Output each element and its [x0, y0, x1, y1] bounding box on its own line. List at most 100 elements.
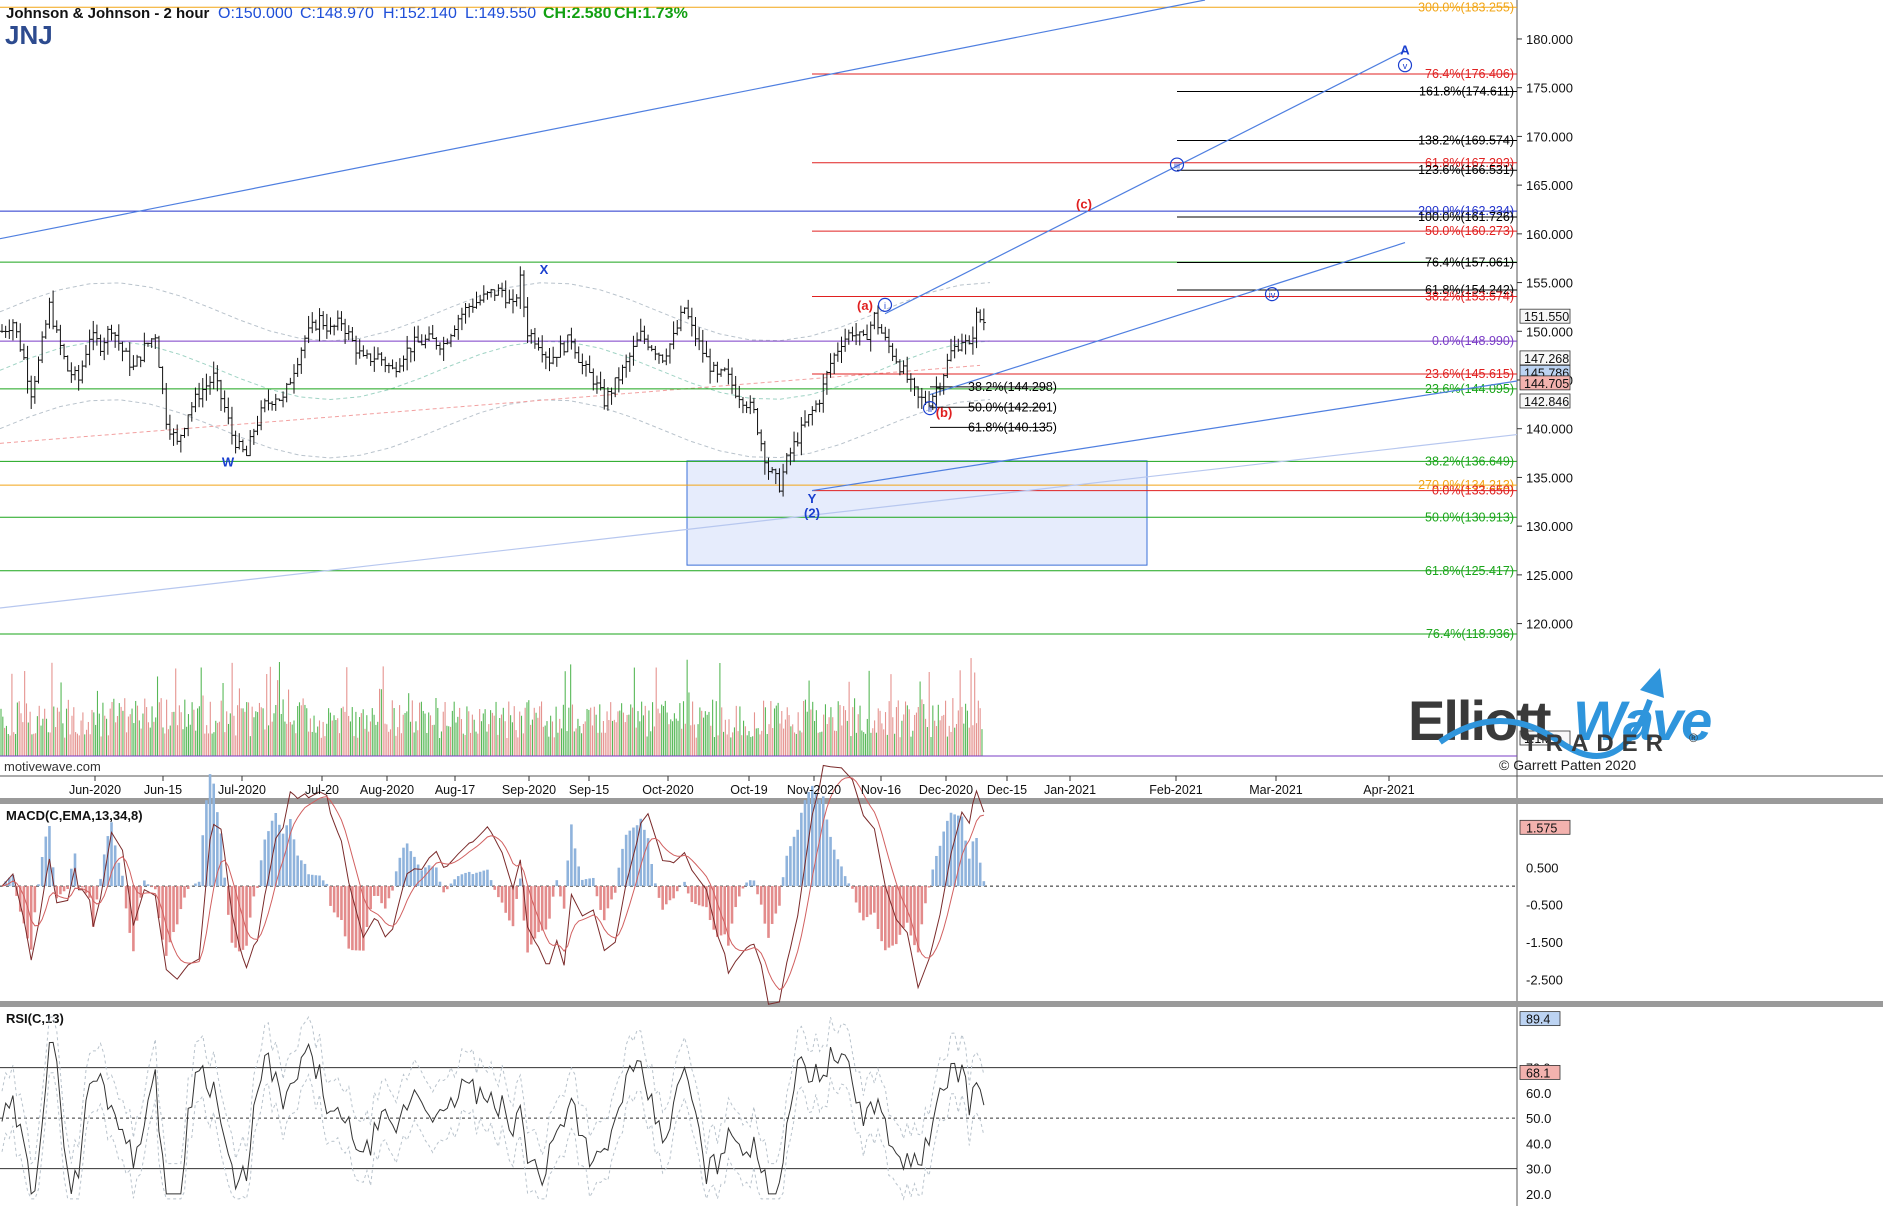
y-tick-label: 160.000	[1526, 227, 1573, 242]
fib-level-label: 200.0%(162.334)	[1418, 204, 1514, 218]
rsi-panel[interactable]: RSI(C,13)20.030.040.050.060.089.470.068.…	[0, 1011, 1561, 1202]
fib-level-label: 50.0%(130.913)	[1425, 510, 1514, 524]
change-percent: CH:1.73%	[614, 5, 688, 22]
wave-label: (b)	[936, 405, 953, 420]
rsi-badge-label: 68.1	[1526, 1066, 1550, 1080]
fib-level-label: 61.8%(140.135)	[968, 420, 1057, 434]
wave-label: ii	[928, 404, 932, 414]
fib-level-label: 76.4%(118.936)	[1426, 627, 1514, 641]
macd-badge-label: 1.575	[1526, 821, 1557, 835]
x-tick-label: Oct-19	[730, 783, 768, 797]
ohlc-close: C:148.970	[300, 5, 374, 22]
wave-label: (a)	[857, 298, 873, 313]
elliott-wave-trader-logo: Elliott Wave TRADER ® © Garrett Patten 2…	[1408, 668, 1713, 773]
fib-level-label: 61.8%(125.417)	[1425, 564, 1514, 578]
rsi-tick-label: 40.0	[1526, 1136, 1551, 1151]
price-badge-box	[1519, 350, 1571, 366]
y-tick-label: 155.000	[1526, 276, 1573, 291]
wave-circle	[1397, 58, 1413, 73]
rsi-badge-box	[1519, 1065, 1561, 1080]
volume-bars	[0, 658, 1517, 757]
fib-level-label: 38.2%(144.298)	[968, 380, 1057, 394]
price-badge-box	[1519, 308, 1571, 324]
x-tick-label: Jan-2021	[1044, 783, 1096, 797]
envelope-lines	[0, 282, 991, 459]
ohlc-low: L:149.550	[465, 5, 536, 22]
panel-separator-rsi	[0, 1001, 1883, 1007]
fib-level-label: 38.2%(136.649)	[1425, 454, 1514, 468]
envelope-line	[0, 399, 991, 459]
fib-level-label: 76.4%(176.406)	[1425, 67, 1514, 81]
x-tick-label: Jul-20	[305, 783, 339, 797]
wave-label: (2)	[804, 505, 820, 520]
wave-label: i	[884, 301, 886, 311]
fib-level-label: 123.6%(166.531)	[1418, 163, 1514, 177]
wave-label: A	[1400, 43, 1410, 58]
fib-level-label: 100.0%(161.726)	[1418, 210, 1514, 224]
price-bar	[981, 308, 986, 331]
x-axis: Jun-2020 Jun-15 Jul-2020 Jul-20 Aug-2020 Aug-…	[69, 776, 1415, 797]
wave-label: X	[540, 262, 549, 277]
price-badge-label: 151.550	[1524, 310, 1569, 324]
y-tick-label: 165.000	[1526, 178, 1573, 193]
fib-level-label: 76.4%(157.061)	[1425, 255, 1514, 269]
macd-panel[interactable]: MACD(C,EMA,13,34,8) 0.500 -0.500 -1.500 -2.5…	[0, 764, 1571, 1005]
macd-tick-label: 0.500	[1526, 860, 1559, 875]
change-value: CH:2.580	[543, 5, 612, 22]
rsi-badge-label: 89.4	[1526, 1013, 1550, 1027]
x-tick-label: Jun-15	[144, 783, 182, 797]
y-tick-label: 125.000	[1526, 568, 1573, 583]
target-zone-box	[686, 460, 1148, 566]
price-badge-box	[1519, 393, 1571, 409]
envelope-line	[0, 282, 991, 342]
wave-circle	[877, 297, 893, 312]
macd-title: MACD(C,EMA,13,34,8)	[6, 808, 143, 823]
rsi-tick-label: 30.0	[1526, 1162, 1551, 1177]
fib-level-label: 38.2%(153.574)	[1425, 289, 1514, 303]
fib-level-label: 50.0%(142.201)	[968, 400, 1057, 414]
trendlines	[0, 0, 1518, 609]
x-tick-label: Apr-2021	[1363, 783, 1414, 797]
rsi-lower-band	[1, 1072, 985, 1201]
moving-average-line	[0, 364, 981, 444]
wave-label: (c)	[1076, 197, 1092, 212]
fib-level-label: 0.0%(133.650)	[1432, 484, 1514, 498]
logo-registered-mark: ®	[1689, 731, 1698, 745]
rsi-badge-box	[1519, 1011, 1561, 1027]
symbol-label: JNJ	[5, 20, 53, 50]
macd-signal-line	[1, 776, 985, 991]
x-tick-label: Feb-2021	[1149, 783, 1203, 797]
x-tick-label: Dec-15	[987, 783, 1027, 797]
y-tick-label: 180.000	[1526, 32, 1573, 47]
channel-line-bottom	[929, 242, 1406, 396]
logo-arrow-icon	[1438, 698, 1653, 759]
price-badge-label: 147.268	[1524, 352, 1569, 366]
price-panel[interactable]: 120.000125.000130.000135.000140.000145.0…	[0, 0, 1573, 757]
rsi-title: RSI(C,13)	[6, 1011, 64, 1026]
ohlc-high: H:152.140	[383, 5, 457, 22]
fib-level-label: 0.0%(148.990)	[1432, 334, 1514, 348]
macd-badge-box	[1519, 819, 1571, 835]
x-tick-label: Jun-2020	[69, 783, 121, 797]
x-tick-label: Sep-15	[569, 783, 609, 797]
wave-circle	[1264, 287, 1280, 302]
macd-tick-label: -1.500	[1526, 935, 1563, 950]
ohlc-open: O:150.000	[218, 5, 293, 22]
wave-circle	[1169, 157, 1185, 172]
y-tick-label: 170.000	[1526, 129, 1573, 144]
panel-separator-macd	[0, 798, 1883, 804]
x-tick-label: Sep-2020	[502, 783, 556, 797]
logo-tagline: TRADER	[1523, 730, 1671, 757]
rsi-upper-band	[1, 1016, 985, 1165]
price-badge-label: 142.846	[1524, 395, 1569, 409]
macd-tick-label: -0.500	[1526, 898, 1563, 913]
y-tick-label: 135.000	[1526, 470, 1573, 485]
y-tick-label: 175.000	[1526, 81, 1573, 96]
rsi-tick-label: 60.0	[1526, 1086, 1551, 1101]
y-tick-label: 120.000	[1526, 617, 1573, 632]
fib-level-label: 23.6%(145.615)	[1425, 367, 1514, 381]
fib-level-label: 61.8%(167.293)	[1425, 156, 1514, 170]
fib-level-label: 50.0%(160.273)	[1425, 224, 1514, 238]
